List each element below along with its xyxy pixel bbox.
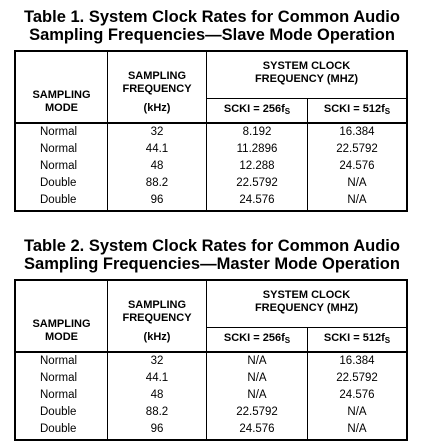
table-row: Normal 44.1 N/A 22.5792 [16,370,406,386]
table-row: Double 96 24.576 N/A [16,192,406,208]
scki-256-header: SCKI = 256fS [223,332,291,345]
table-row: Double 88.2 22.5792 N/A [16,404,406,420]
mode-cell: Normal [40,143,78,155]
mode-cell: Normal [40,126,78,138]
mode-cell: Double [40,194,77,206]
mode-cell: Normal [40,389,78,401]
scki-256-header: SCKI = 256fS [223,103,291,116]
frequency-cell: 96 [150,423,164,435]
frequency-cell: 44.1 [145,372,169,384]
scki-512-cell: N/A [347,423,367,435]
table-2: SAMPLING MODE SAMPLING FREQUENCY (kHz) S… [14,279,408,441]
scki-512-cell: N/A [347,177,367,189]
scki-256-cell: N/A [247,389,267,401]
mode-cell: Double [40,423,77,435]
frequency-cell: 96 [150,194,164,206]
table-row: Normal 48 N/A 24.576 [16,387,406,403]
table-2-caption-line-1: Table 2. System Clock Rates for Common A… [24,237,400,255]
mode-cell: Normal [40,160,78,172]
table-row: Normal 32 N/A 16.384 [16,353,406,369]
table-1-caption-line-2: Sampling Frequencies—Slave Mode Operatio… [29,26,395,44]
system-clock-header: SYSTEM CLOCK FREQUENCY (MHZ) [254,289,359,314]
frequency-cell: 88.2 [145,406,169,418]
frequency-header: SAMPLING FREQUENCY (kHz) [122,299,192,343]
frequency-cell: 32 [150,126,164,138]
table-1: SAMPLING MODE SAMPLING FREQUENCY (kHz) S… [14,50,408,212]
table-row: Double 88.2 22.5792 N/A [16,175,406,191]
frequency-cell: 88.2 [145,177,169,189]
frequency-cell: 44.1 [145,143,169,155]
table-row: Normal 32 8.192 16.384 [16,124,406,140]
scki-512-cell: 16.384 [339,355,375,367]
table-1-header: SAMPLING MODE SAMPLING FREQUENCY (kHz) S… [16,52,406,124]
frequency-cell: 48 [150,160,164,172]
table-row: Normal 44.1 11.2896 22.5792 [16,141,406,157]
frequency-cell: 32 [150,355,164,367]
system-clock-header: SYSTEM CLOCK FREQUENCY (MHZ) [254,60,359,85]
frequency-header: SAMPLING FREQUENCY (kHz) [122,70,192,114]
table-row: Double 96 24.576 N/A [16,421,406,437]
mode-cell: Double [40,177,77,189]
scki-256-cell: N/A [247,355,267,367]
table-2-caption-line-2: Sampling Frequencies—Master Mode Operati… [24,255,400,273]
scki-512-cell: N/A [347,406,367,418]
frequency-cell: 48 [150,389,164,401]
scki-512-cell: 22.5792 [336,372,378,384]
scki-512-cell: 22.5792 [336,143,378,155]
table-row: Normal 48 12.288 24.576 [16,158,406,174]
scki-512-cell: N/A [347,194,367,206]
mode-header: SAMPLING MODE [32,89,91,114]
scki-256-cell: 11.2896 [236,143,278,155]
scki-512-header: SCKI = 512fS [323,332,391,345]
mode-cell: Double [40,406,77,418]
mode-cell: Normal [40,355,78,367]
scki-256-cell: 24.576 [239,194,275,206]
scki-256-cell: 8.192 [242,126,272,138]
scki-256-cell: N/A [247,372,267,384]
scki-256-cell: 22.5792 [236,406,278,418]
table-1-caption-line-1: Table 1. System Clock Rates for Common A… [24,8,400,26]
table-2-header: SAMPLING MODE SAMPLING FREQUENCY (kHz) S… [16,281,406,353]
scki-512-cell: 24.576 [339,160,375,172]
scki-256-cell: 24.576 [239,423,275,435]
mode-header: SAMPLING MODE [32,318,91,343]
scki-256-cell: 22.5792 [236,177,278,189]
mode-cell: Normal [40,372,78,384]
scki-512-header: SCKI = 512fS [323,103,391,116]
scki-512-cell: 24.576 [339,389,375,401]
scki-256-cell: 12.288 [239,160,275,172]
scki-512-cell: 16.384 [339,126,375,138]
